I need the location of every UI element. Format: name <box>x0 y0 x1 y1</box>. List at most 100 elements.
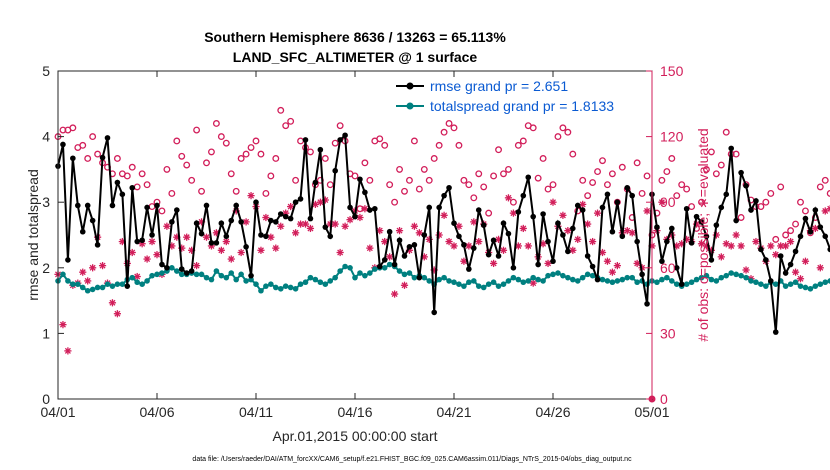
totalspread-point <box>367 270 373 276</box>
rmse-point <box>589 263 596 270</box>
totalspread-point <box>673 281 680 288</box>
possible-obs-point <box>262 190 270 197</box>
evaluated-obs-point <box>292 229 300 237</box>
rmse-point <box>99 154 106 161</box>
possible-obs-point <box>732 150 740 158</box>
asterisk-stroke <box>446 238 453 245</box>
possible-obs-point <box>79 141 87 149</box>
totalspread-point <box>79 284 86 291</box>
totalspread-point <box>258 287 264 294</box>
asterisk-stroke <box>475 238 482 245</box>
evaluated-obs-point <box>435 231 443 239</box>
possible-obs-point <box>762 198 770 206</box>
rmse-point <box>213 240 220 246</box>
possible-obs-point <box>287 117 295 125</box>
rmse-point <box>198 230 205 237</box>
totalspread-point <box>624 274 631 281</box>
possible-obs-point <box>391 198 399 206</box>
rmse-point <box>505 230 512 237</box>
possible-obs-point <box>519 137 527 145</box>
totalspread-point <box>169 265 175 271</box>
rmse-point <box>401 253 408 259</box>
rmse-point <box>451 220 457 226</box>
asterisk-stroke <box>465 242 472 249</box>
rmse-point <box>579 207 586 213</box>
totalspread-point <box>317 279 324 286</box>
rmse-point <box>812 207 819 213</box>
asterisk-stroke <box>411 223 418 230</box>
totalspread-point <box>273 284 279 291</box>
rmse-point <box>89 217 96 224</box>
chart-title-line1: Southern Hemisphere 8636 / 13263 = 65.11… <box>204 29 506 45</box>
totalspread-point <box>614 278 621 284</box>
rmse-point <box>475 207 482 213</box>
totalspread-point <box>713 278 720 284</box>
evaluated-obs-point <box>415 229 423 237</box>
possible-obs-point <box>292 176 300 184</box>
totalspread-point <box>213 268 220 274</box>
possible-obs-point <box>698 198 705 206</box>
possible-obs-point <box>802 207 809 215</box>
totalspread-point <box>728 270 734 276</box>
totalspread-point <box>654 279 660 286</box>
totalspread-point <box>817 281 824 288</box>
asterisk-stroke <box>817 264 824 271</box>
rmse-point <box>535 261 541 268</box>
evaluated-obs-point <box>98 262 107 270</box>
evaluated-obs-point <box>752 237 760 246</box>
asterisk-stroke <box>391 291 398 298</box>
x-tick-label: 04/26 <box>535 404 570 420</box>
rmse-point <box>282 213 289 220</box>
totalspread-point <box>688 279 695 286</box>
possible-obs-point <box>203 159 210 167</box>
rmse-point <box>70 155 76 162</box>
asterisk-stroke <box>134 273 141 280</box>
asterisk-stroke <box>777 242 784 249</box>
rmse-point <box>772 329 779 335</box>
rmse-point <box>758 246 764 253</box>
rmse-point <box>723 191 730 198</box>
rmse-point <box>129 184 136 191</box>
totalspread-point <box>565 274 571 281</box>
possible-obs-point <box>406 176 413 184</box>
rmse-point <box>367 207 373 213</box>
totalspread-point <box>545 272 551 279</box>
y-left-tick-label: 5 <box>42 63 50 79</box>
possible-obs-point <box>415 185 423 193</box>
possible-obs-point <box>465 181 473 189</box>
evaluated-obs-point <box>287 202 295 211</box>
rmse-point <box>426 204 433 211</box>
totalspread-point <box>723 272 730 279</box>
possible-obs-point <box>604 181 611 189</box>
evaluated-obs-point <box>306 224 315 233</box>
y-axis-left-label: rmse and totalspread <box>25 169 41 301</box>
asterisk-stroke <box>302 221 309 228</box>
totalspread-point <box>520 279 527 286</box>
rmse-point <box>763 257 769 263</box>
evaluated-obs-point <box>183 233 191 241</box>
rmse-point <box>94 242 101 248</box>
possible-obs-point <box>668 155 676 162</box>
rmse-point <box>233 202 239 209</box>
rmse-point <box>456 233 462 240</box>
possible-obs-point <box>445 120 453 127</box>
totalspread-point <box>357 270 363 276</box>
asterisk-stroke <box>767 242 774 249</box>
evaluated-obs-point <box>544 259 552 268</box>
possible-obs-point <box>401 187 408 195</box>
asterisk-stroke <box>337 249 344 256</box>
evaluated-obs-point <box>509 209 517 217</box>
totalspread-point <box>461 283 467 289</box>
totalspread-point <box>604 278 611 284</box>
rmse-point <box>352 213 358 220</box>
possible-obs-point <box>554 133 562 141</box>
x-tick-label: 04/16 <box>337 404 372 420</box>
rmse-point <box>302 137 309 143</box>
totalspread-point <box>134 279 140 286</box>
asterisk-stroke <box>594 210 601 217</box>
asterisk-stroke <box>490 260 497 267</box>
rmse-point <box>599 204 606 211</box>
asterisk-stroke <box>347 216 354 223</box>
totalspread-point <box>381 265 388 271</box>
